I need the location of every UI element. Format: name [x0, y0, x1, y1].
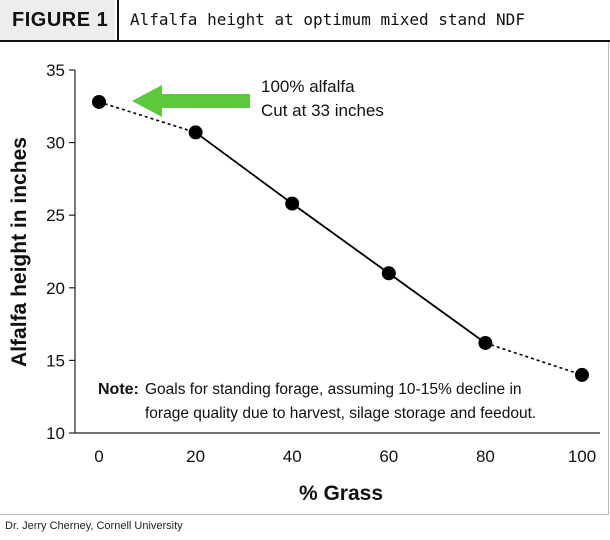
chart-frame [0, 42, 609, 515]
data-point [92, 94, 106, 109]
x-tick-label: 40 [283, 447, 302, 466]
y-tick-label: 10 [46, 424, 65, 443]
note-label: Note: [98, 381, 139, 398]
data-point [188, 125, 203, 140]
x-tick-label: 80 [476, 447, 495, 466]
figure-title: Alfalfa height at optimum mixed stand ND… [130, 10, 525, 29]
data-point [285, 196, 300, 211]
x-tick-label: 0 [94, 447, 103, 466]
y-tick-label: 25 [46, 206, 65, 225]
data-point [381, 266, 396, 281]
axes: 10 15 20 25 30 35 0 20 40 60 80 100 [46, 61, 600, 466]
solid-segment [195, 131, 293, 205]
annotation-line-1: 100% alfalfa [261, 77, 355, 96]
y-tick-label: 15 [46, 351, 65, 370]
x-axis-label: % Grass [299, 482, 383, 505]
annotation-arrow-icon [132, 84, 250, 117]
dashed-segment [485, 342, 583, 376]
header-rule [0, 40, 610, 42]
y-tick-label: 30 [46, 134, 65, 153]
series-lines [98, 101, 583, 376]
data-points [92, 94, 589, 382]
note-line-2: forage quality due to harvest, silage st… [145, 405, 536, 422]
x-tick-label: 20 [186, 447, 205, 466]
annotations [132, 84, 250, 117]
x-tick-label: 100 [568, 447, 596, 466]
y-axis-label: Alfalfa height in inches [8, 137, 31, 367]
note-line-1: Goals for standing forage, assuming 10-1… [145, 381, 522, 398]
dashed-segment [98, 101, 196, 134]
annotation-line-2: Cut at 33 inches [261, 101, 384, 120]
y-tick-label: 20 [46, 279, 65, 298]
source-credit: Dr. Jerry Cherney, Cornell University [5, 520, 183, 532]
figure-label: FIGURE 1 [0, 0, 115, 40]
solid-segment [388, 272, 486, 344]
y-tick-label: 35 [46, 61, 65, 80]
figure-header: FIGURE 1 Alfalfa height at optimum mixed… [0, 0, 610, 42]
data-point [478, 335, 493, 350]
data-point [575, 367, 589, 382]
header-divider [117, 0, 119, 40]
solid-segment [291, 202, 390, 275]
x-tick-label: 60 [379, 447, 398, 466]
